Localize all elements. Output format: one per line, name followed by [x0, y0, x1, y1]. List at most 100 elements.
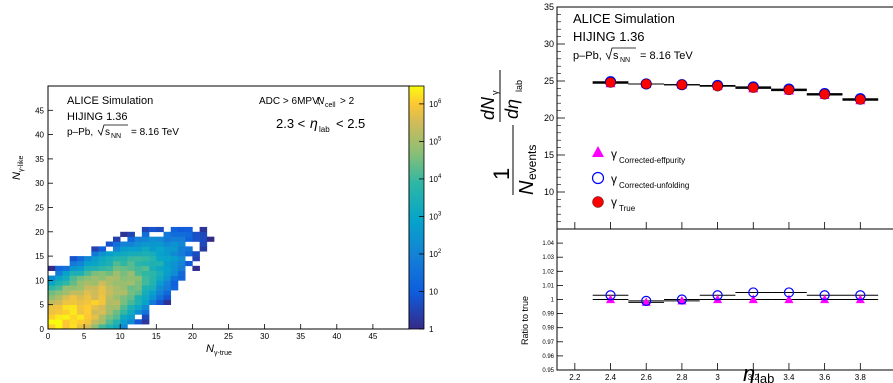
- legend-true-name: γ: [611, 195, 617, 209]
- heatmap-cell: [84, 304, 92, 310]
- heatmap-cell: [206, 236, 215, 242]
- yield-label-alice: ALICE Simulation: [573, 11, 675, 26]
- heatmap-cell: [91, 324, 99, 330]
- heatmap-cell: [76, 304, 85, 310]
- heatmap-cell: [62, 275, 70, 281]
- legend-true: γ True: [592, 195, 636, 213]
- heatmap-cell: [48, 309, 56, 315]
- ratio-points: [592, 287, 879, 307]
- heatmap-cell: [120, 290, 128, 296]
- ylabel-dn-sub: γ: [490, 90, 500, 95]
- heatmap-label-alice: ALICE Simulation: [67, 95, 153, 107]
- heatmap-cell: [55, 304, 63, 310]
- heatmap-cell: [127, 260, 135, 267]
- ratio-ylabel: Ratio to true: [520, 296, 530, 345]
- heatmap-cell: [141, 319, 150, 325]
- heatmap-cell: [105, 314, 114, 320]
- point-triangle: [641, 297, 651, 306]
- heatmap-cell: [69, 256, 78, 262]
- heatmap-cell: [105, 241, 114, 247]
- cut-var: N: [317, 96, 325, 107]
- heatmap-cell: [120, 304, 128, 310]
- heatmap-cell: [48, 294, 56, 301]
- heatmap-cell: [141, 309, 150, 315]
- heatmap-y-tick-label: 0: [40, 325, 45, 334]
- heatmap-cell: [91, 246, 99, 252]
- ratio-x-tick-label: 2.8: [676, 373, 688, 382]
- colorbar-tick-label: 10: [429, 212, 438, 221]
- cut-prefix: ADC > 6MPV,: [259, 96, 321, 107]
- legend-effpurity-name: γ: [611, 147, 617, 161]
- yield-y-tick-label: 20: [544, 113, 554, 123]
- heatmap-cell: [141, 256, 150, 262]
- legend-effpurity-sub: Corrected-effpurity: [619, 156, 685, 165]
- yield-y-tick-label: 10: [544, 187, 554, 197]
- heatmap-cell: [141, 265, 150, 271]
- heatmap-cell: [69, 314, 78, 320]
- heatmap-cell: [127, 256, 135, 262]
- heatmap-cell: [55, 314, 63, 320]
- heatmap-cell: [62, 285, 70, 291]
- heatmap-cell: [163, 231, 172, 237]
- point-triangle: [820, 294, 830, 304]
- heatmap-cell: [127, 270, 135, 276]
- ratio-panel: 0.95 0.96 0.97 0.98 0.99 1 1.01 1.02 1.03 1.04 2.2…: [520, 228, 893, 383]
- heatmap-cell: [185, 226, 193, 233]
- heatmap-cell: [112, 256, 121, 262]
- system-sqrt: s: [105, 127, 110, 138]
- heatmap-cell: [163, 251, 172, 257]
- heatmap-cell: [105, 280, 114, 286]
- heatmap-y-tick-label: 45: [35, 106, 44, 115]
- ratio-y-tick-label: 1.04: [542, 241, 554, 247]
- yield-system-sqrt: s: [613, 50, 619, 62]
- heatmap-cell: [199, 231, 208, 237]
- heatmap-cell: [149, 251, 157, 257]
- heatmap-cell: [134, 241, 143, 247]
- point-filled-circle: [748, 82, 759, 93]
- heatmap-cell: [192, 256, 200, 262]
- heatmap-cell: [76, 256, 85, 262]
- yield-label-generator: HIJING 1.36: [573, 29, 645, 44]
- heatmap-cell: [112, 246, 121, 252]
- heatmap-cell: [134, 319, 143, 325]
- heatmap-cell: [91, 285, 99, 291]
- heatmap-cell: [55, 280, 63, 286]
- heatmap-cell: [170, 256, 179, 262]
- point-triangle: [784, 294, 794, 304]
- heatmap-cell: [69, 319, 78, 325]
- heatmap-cell: [120, 299, 128, 305]
- yield-system-prefix: p–Pb,: [573, 50, 602, 62]
- heatmap-cell: [134, 294, 143, 301]
- point-open-circle: [641, 295, 652, 307]
- heatmap-cell: [98, 304, 107, 310]
- heatmap-cell: [98, 309, 107, 315]
- heatmap-cell: [141, 236, 150, 242]
- heatmap-cell: [98, 256, 107, 262]
- heatmap-cell: [48, 290, 56, 296]
- heatmap-cell: [69, 324, 78, 330]
- heatmap-cell: [156, 251, 164, 257]
- point-open-circle: [855, 290, 866, 301]
- heatmap-x-tick-label: 35: [296, 332, 305, 341]
- heatmap-cell: [105, 324, 114, 330]
- ratio-x-tick-label: 2.4: [605, 373, 617, 382]
- heatmap-cell: [69, 275, 78, 281]
- heatmap-cell: [105, 251, 114, 257]
- heatmap-cell: [98, 314, 107, 320]
- heatmap-cell: [127, 251, 135, 257]
- heatmap-cell: [105, 270, 114, 276]
- point-filled-circle: [783, 84, 795, 96]
- heatmap-cell: [163, 280, 172, 286]
- heatmap-cell: [55, 309, 63, 315]
- point-filled-circle: [641, 78, 652, 90]
- heatmap-cell: [84, 319, 92, 325]
- heatmap-cell: [98, 280, 107, 286]
- ratio-y-tick-label: 0.96: [542, 354, 554, 360]
- point-filled-circle: [605, 77, 616, 88]
- heatmap-cell: [91, 260, 99, 267]
- heatmap-cell: [69, 290, 78, 296]
- heatmap-cell: [120, 270, 128, 276]
- heatmap-cell: [134, 236, 143, 242]
- heatmap-cell: [163, 270, 172, 276]
- heatmap-cell: [55, 270, 63, 276]
